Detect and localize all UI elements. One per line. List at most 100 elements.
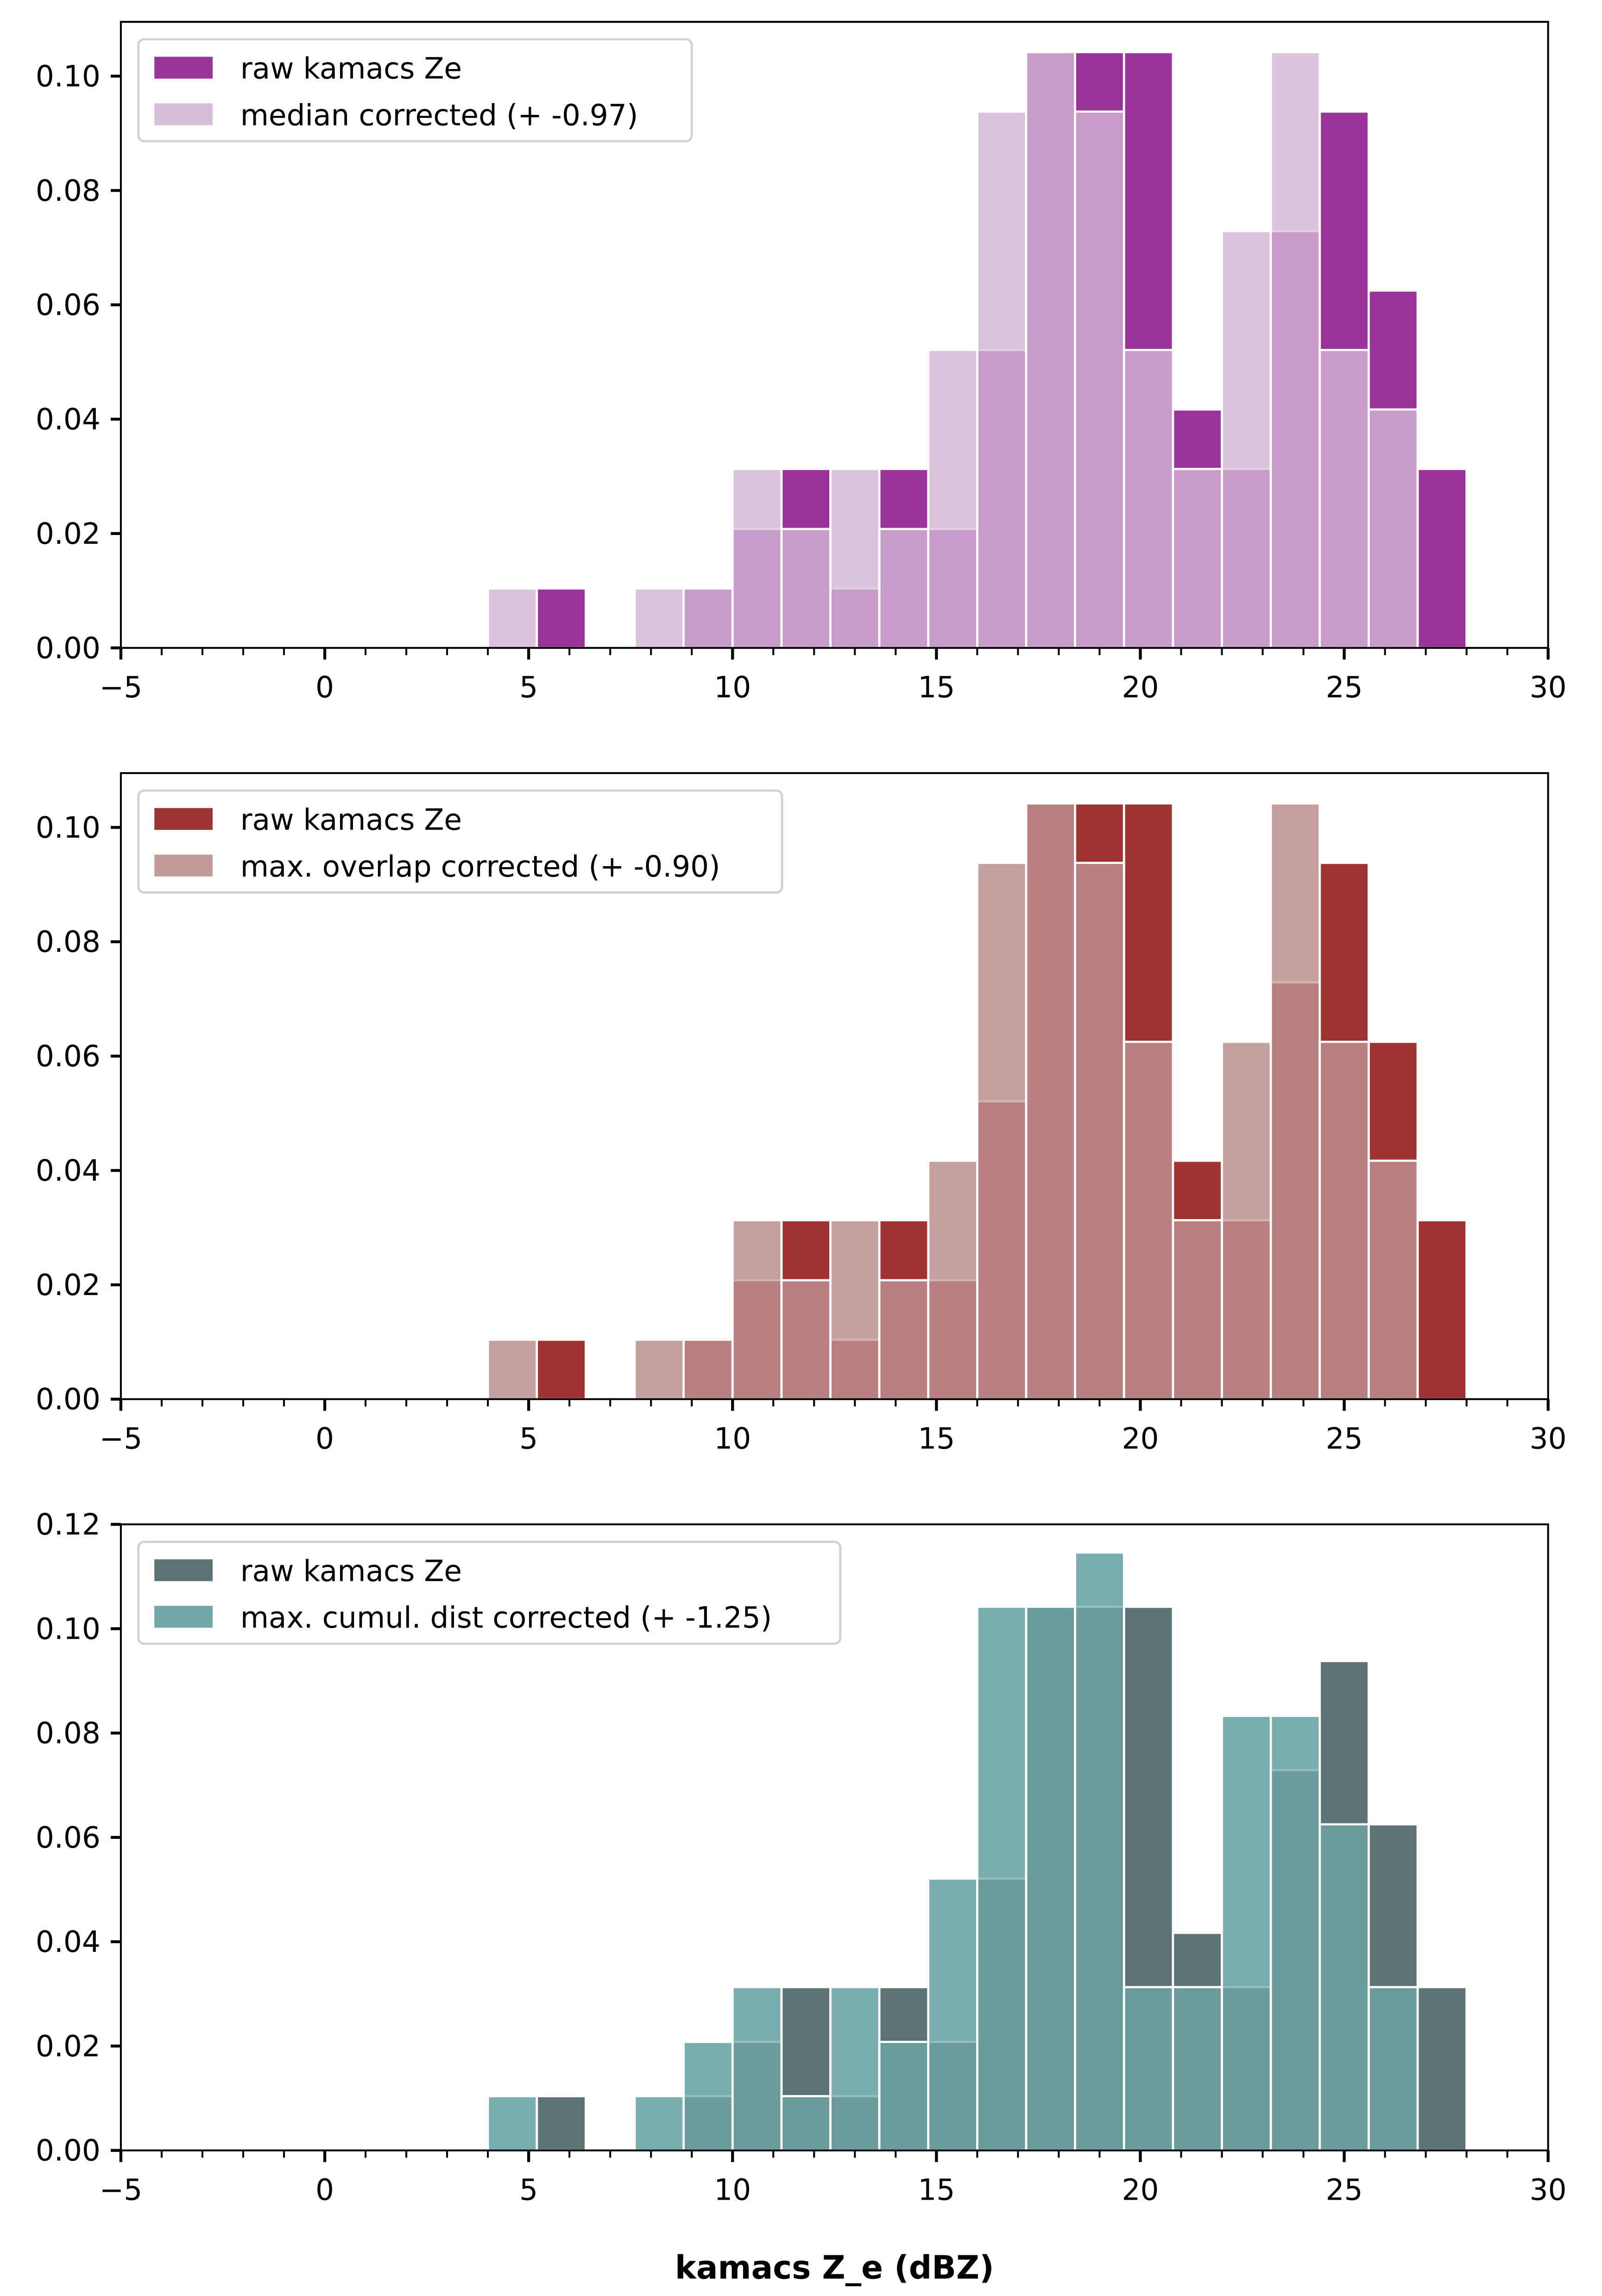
x-tick-label: 5 [519, 2173, 538, 2207]
corrected-bar-overlay-9 [927, 1159, 978, 1401]
x-tick-label: 15 [918, 1422, 955, 1456]
corrected-bar-overlay-15 [1221, 1040, 1272, 1401]
corrected-bar-overlay-18 [1368, 1986, 1419, 2152]
corrected-bar-overlay-5 [731, 468, 783, 649]
legend-label: raw kamacs Ze [240, 803, 462, 837]
raw-bar-1 [536, 1338, 587, 1401]
x-tick-label: 30 [1530, 2173, 1567, 2207]
corrected-bar-overlay-16 [1269, 1715, 1321, 2152]
corrected-bar-overlay-14 [1172, 1219, 1223, 1401]
y-tick-label: 0.08 [36, 174, 101, 208]
corrected-bar-overlay-13 [1123, 1986, 1174, 2152]
y-tick-label: 0.10 [36, 1612, 101, 1646]
corrected-bar-overlay-12 [1074, 110, 1125, 649]
y-tick-label: 0.02 [36, 2029, 101, 2063]
y-tick-label: 0.04 [36, 403, 101, 436]
corrected-bar-overlay-3 [633, 2095, 685, 2152]
legend-swatch [154, 855, 213, 877]
corrected-bar-overlay-10 [976, 1605, 1028, 2152]
x-tick-label: 20 [1122, 2173, 1159, 2207]
x-axis-label: kamacs Z_e (dBZ) [675, 2249, 994, 2286]
corrected-bar-overlay-4 [682, 2041, 734, 2152]
legend-label: max. cumul. dist corrected (+ -1.25) [240, 1601, 772, 1635]
raw-bar-1 [536, 587, 587, 649]
x-tick-label: 30 [1530, 1422, 1567, 1456]
x-tick-label: 25 [1326, 2173, 1363, 2207]
histogram-panel-max-cumul-dist: −5 0 5 10 15 20 25 30 0.00 0.02 0.04 0.06 0.08 0.10 0.… [36, 1508, 1567, 2207]
corrected-bar-overlay-3 [633, 1338, 685, 1401]
y-tick-label: 0.02 [36, 1268, 101, 1302]
corrected-bar-overlay-11 [1025, 802, 1076, 1401]
corrected-bar-overlay-7 [829, 1219, 881, 1401]
corrected-bar-overlay-15 [1221, 230, 1272, 649]
corrected-bar-overlay-0 [486, 1338, 538, 1401]
x-tick-label: 5 [519, 1422, 538, 1456]
legend-swatch [154, 103, 213, 126]
x-tick-label: 10 [714, 2173, 751, 2207]
legend-label: raw kamacs Ze [240, 52, 462, 86]
legend: raw kamacs Ze max. overlap corrected (+ -… [137, 789, 783, 894]
x-tick-label: 20 [1122, 1422, 1159, 1456]
y-tick-label: 0.08 [36, 1717, 101, 1750]
corrected-bar-overlay-8 [878, 528, 930, 649]
corrected-bar-overlay-9 [927, 349, 978, 649]
corrected-bar-overlay-10 [976, 110, 1028, 649]
corrected-bar-overlay-13 [1123, 1040, 1174, 1401]
legend-label: max. overlap corrected (+ -0.90) [240, 849, 720, 883]
x-tick-label: 25 [1326, 671, 1363, 705]
y-tick-label: 0.06 [36, 1039, 101, 1073]
corrected-bar-overlay-17 [1318, 1040, 1370, 1401]
x-tick-label: −5 [100, 1422, 143, 1456]
corrected-bar-overlay-12 [1074, 862, 1125, 1401]
y-tick-label: 0.04 [36, 1925, 101, 1959]
corrected-bar-overlay-4 [682, 587, 734, 649]
legend-box [137, 789, 783, 894]
corrected-bar-overlay-12 [1074, 1551, 1125, 2152]
x-tick-label: 5 [519, 671, 538, 705]
y-tick-label: 0.06 [36, 1821, 101, 1855]
corrected-bar-overlay-6 [780, 2095, 832, 2152]
corrected-bar-overlay-16 [1269, 802, 1321, 1401]
corrected-bar-overlay-11 [1025, 51, 1076, 649]
corrected-bar-overlay-11 [1025, 1605, 1076, 2152]
raw-bar-19 [1416, 1219, 1468, 1401]
raw-bar-19 [1416, 468, 1468, 649]
corrected-bar-overlay-6 [780, 528, 832, 649]
legend-swatch [154, 1559, 213, 1581]
corrected-bar-overlay-13 [1123, 349, 1174, 649]
histogram-panel-median: −5 0 5 10 15 20 25 30 0.00 0.02 0.04 0.06 0.08 0.10 ra… [36, 21, 1567, 705]
x-tick-label: −5 [100, 2173, 143, 2207]
y-tick-label: 0.06 [36, 288, 101, 322]
corrected-bar-overlay-9 [927, 1877, 978, 2152]
corrected-bar-overlay-17 [1318, 1823, 1370, 2152]
corrected-bar-overlay-10 [976, 862, 1028, 1401]
x-tick-label: 10 [714, 671, 751, 705]
corrected-bar-overlay-6 [780, 1279, 832, 1401]
corrected-bar-overlay-5 [731, 1219, 783, 1401]
corrected-bar-overlay-3 [633, 587, 685, 649]
legend-box [137, 1541, 842, 1645]
raw-bar-19 [1416, 1986, 1468, 2152]
y-tick-label: 0.10 [36, 59, 101, 93]
y-tick-label: 0.00 [36, 631, 101, 665]
y-tick-label: 0.00 [36, 2134, 101, 2168]
corrected-bar-overlay-8 [878, 1279, 930, 1401]
x-tick-label: 0 [315, 671, 334, 705]
x-tick-label: 25 [1326, 1422, 1363, 1456]
y-tick-label: 0.12 [36, 1508, 101, 1541]
y-tick-label: 0.10 [36, 811, 101, 844]
corrected-bar-overlay-17 [1318, 349, 1370, 649]
raw-bar-1 [536, 2095, 587, 2152]
corrected-bar-overlay-0 [486, 2095, 538, 2152]
x-tick-label: 15 [918, 671, 955, 705]
axes-frame [120, 21, 1549, 649]
corrected-bar-overlay-14 [1172, 468, 1223, 649]
corrected-bar-overlay-18 [1368, 1159, 1419, 1401]
x-tick-label: 15 [918, 2173, 955, 2207]
legend: raw kamacs Ze median corrected (+ -0.97) [137, 38, 693, 143]
x-tick-label: 0 [315, 2173, 334, 2207]
corrected-bar-overlay-4 [682, 1338, 734, 1401]
corrected-bar-overlay-18 [1368, 408, 1419, 649]
x-tick-label: 30 [1530, 671, 1567, 705]
